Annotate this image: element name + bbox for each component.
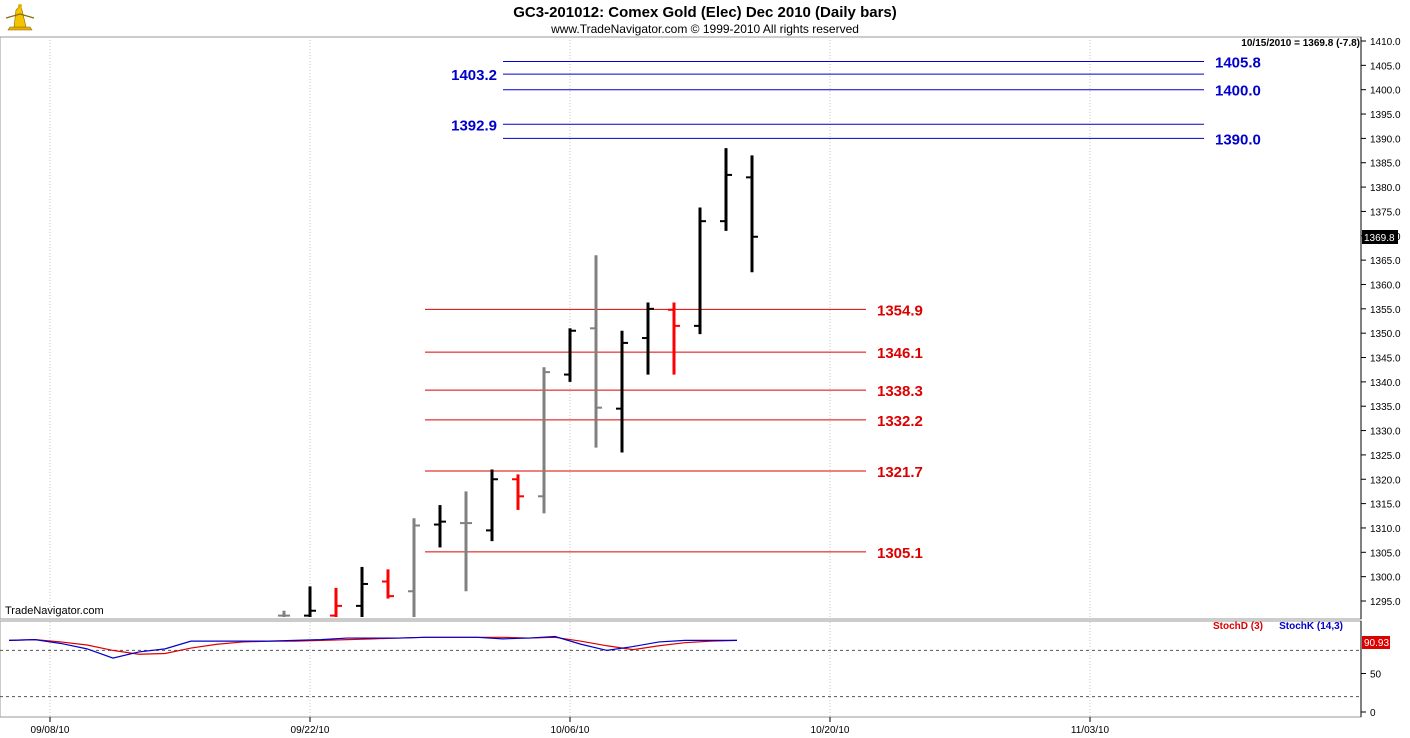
price-tick-label: 1300.0: [1370, 573, 1401, 584]
fib-label-red: 1305.1: [877, 545, 923, 562]
price-tick-label: 1395.0: [1370, 110, 1401, 121]
stoch-value-tag: [1362, 636, 1390, 649]
stoch-value: 90.93: [1364, 638, 1389, 649]
price-bar: [564, 328, 576, 382]
last-quote: 10/15/2010 = 1369.8 (-7.8): [1241, 38, 1360, 49]
fib-label-blue: 1403.2: [451, 67, 497, 84]
price-bar: [538, 367, 550, 514]
current-price-value: 1369.8: [1364, 233, 1395, 244]
price-bar: [356, 566, 368, 617]
date-label: 09/22/10: [291, 725, 330, 736]
price-tick-label: 1350.0: [1370, 329, 1401, 340]
fib-label-red: 1332.2: [877, 413, 923, 430]
current-price-tag: [1362, 230, 1398, 244]
price-bar: [512, 474, 524, 510]
price-tick-label: 1315.0: [1370, 500, 1401, 511]
stoch-d-legend: StochD (3): [1213, 621, 1263, 632]
chart-subtitle: www.TradeNavigator.com © 1999-2010 All r…: [550, 22, 859, 36]
logo-icon: [5, 4, 35, 32]
fib-label-red: 1338.3: [877, 383, 923, 400]
price-tick-label: 1330.0: [1370, 427, 1401, 438]
price-bar: [486, 469, 498, 542]
price-tick-label: 1305.0: [1370, 548, 1401, 559]
price-bar: [746, 155, 758, 273]
price-tick-label: 1345.0: [1370, 354, 1401, 365]
price-bar: [668, 302, 680, 375]
stochastic-axis: 0 50: [1360, 621, 1382, 719]
stoch-series-line: [8, 636, 738, 655]
price-tick-label: 1405.0: [1370, 61, 1401, 72]
date-label: 09/08/10: [31, 725, 70, 736]
price-bar: [434, 505, 446, 548]
stoch-series-line: [8, 635, 737, 659]
price-tick-label: 1385.0: [1370, 159, 1401, 170]
price-tick-label: 1365.0: [1370, 256, 1401, 267]
date-label: 10/06/10: [551, 725, 590, 736]
price-bar: [720, 148, 732, 231]
price-bar: [408, 518, 420, 617]
fib-label-red: 1346.1: [877, 345, 923, 362]
price-bar: [330, 587, 342, 617]
price-bar: [460, 491, 472, 592]
price-bar: [616, 330, 628, 453]
fib-levels: 1405.8 1403.2 1400.0 1392.9 1390.0 1354.9 1346…: [425, 54, 1261, 562]
price-tick-label: 1355.0: [1370, 305, 1401, 316]
price-tick-label: 1360.0: [1370, 280, 1401, 291]
stoch-tick-label: 0: [1370, 708, 1376, 719]
price-tick-label: 1335.0: [1370, 402, 1401, 413]
price-axis: 1295.0 1300.0 1305.0 1310.0 1315.0 1320.0 1325…: [1360, 37, 1401, 619]
price-tick-label: 1375.0: [1370, 207, 1401, 218]
fib-label-blue: 1392.9: [451, 117, 497, 134]
price-bar: [694, 207, 706, 335]
price-tick-label: 1320.0: [1370, 475, 1401, 486]
watermark: TradeNavigator.com: [5, 605, 104, 617]
price-tick-label: 1295.0: [1370, 597, 1401, 608]
price-tick-label: 1310.0: [1370, 524, 1401, 535]
price-tick-label: 1410.0: [1370, 37, 1401, 48]
fib-label-blue: 1390.0: [1215, 131, 1261, 148]
price-tick-label: 1390.0: [1370, 134, 1401, 145]
price-tick-label: 1340.0: [1370, 378, 1401, 389]
price-bar: [382, 569, 394, 599]
stochastic-lines: [0, 635, 1361, 698]
price-bar: [278, 610, 290, 617]
chart-title: GC3-201012: Comex Gold (Elec) Dec 2010 (…: [513, 4, 897, 21]
date-axis: 09/08/10 09/22/10 10/06/10 10/20/10 11/03/10: [31, 717, 1110, 736]
price-bar: [590, 255, 602, 448]
price-bar: [304, 586, 316, 617]
date-label: 11/03/10: [1071, 725, 1110, 736]
date-label: 10/20/10: [811, 725, 850, 736]
price-bars: [278, 148, 758, 617]
fib-label-red: 1354.9: [877, 302, 923, 319]
fib-label-blue: 1405.8: [1215, 54, 1261, 71]
price-tick-label: 1325.0: [1370, 451, 1401, 462]
price-tick-label: 1380.0: [1370, 183, 1401, 194]
stoch-k-legend: StochK (14,3): [1279, 621, 1343, 632]
fib-label-red: 1321.7: [877, 464, 923, 481]
fib-label-blue: 1400.0: [1215, 83, 1261, 100]
stoch-tick-label: 50: [1370, 670, 1382, 681]
price-bar: [642, 302, 654, 375]
price-tick-label: 1400.0: [1370, 86, 1401, 97]
